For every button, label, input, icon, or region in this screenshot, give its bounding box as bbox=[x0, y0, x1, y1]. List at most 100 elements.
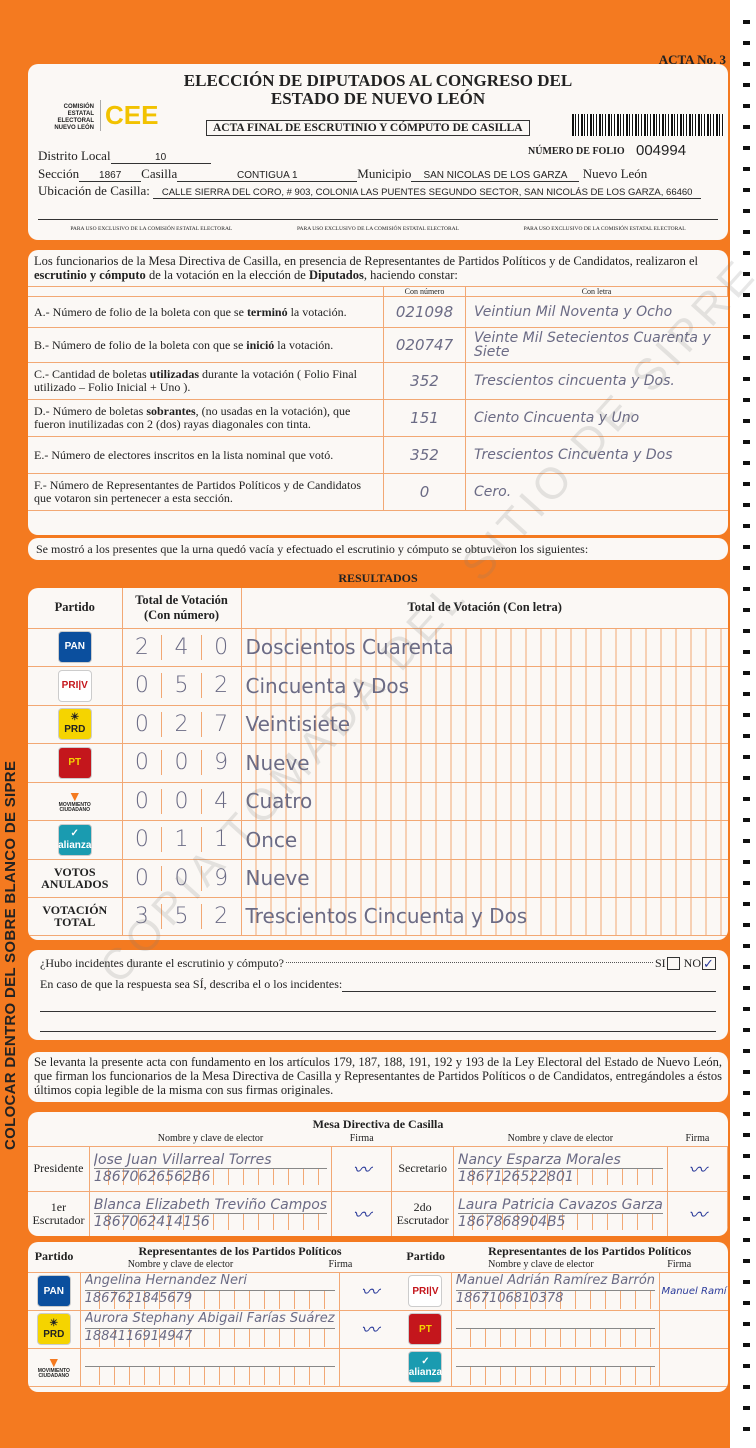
registration-mark bbox=[743, 461, 750, 465]
digit: 1 bbox=[214, 827, 229, 853]
constancia-numero[interactable]: 151 bbox=[383, 399, 466, 437]
party-name: MOVIMIENTO CIUDADANO bbox=[58, 802, 91, 814]
rep-signature bbox=[338, 1347, 401, 1387]
constancia-numero[interactable]: 021098 bbox=[383, 296, 466, 328]
representante-row: ▼ MOVIMIENTO CIUDADANO ✓ alianza bbox=[28, 1347, 728, 1387]
registration-mark bbox=[743, 1343, 750, 1347]
rep-clave bbox=[455, 1367, 656, 1385]
col-partido-left: Partido bbox=[34, 1249, 74, 1264]
resultado-letra[interactable]: Cincuenta y Dos bbox=[240, 666, 728, 706]
registration-mark bbox=[743, 1112, 750, 1116]
no-checkbox-checked[interactable]: ✓ bbox=[702, 957, 716, 970]
mesa-nombre-clave[interactable]: Laura Patricia Cavazos Garza 1867868904B5 bbox=[452, 1190, 668, 1236]
mesa-nombre-clave[interactable]: Nancy Esparza Morales 1867126522801 bbox=[452, 1145, 668, 1192]
resultado-letra[interactable]: Once bbox=[240, 820, 728, 860]
incidentes-line-3[interactable] bbox=[40, 1012, 716, 1032]
mesa-role: 1er Escrutador bbox=[28, 1190, 90, 1236]
registration-mark bbox=[743, 671, 750, 675]
constancia-letra[interactable]: Veinte Mil Setecientos Cuarenta y Siete bbox=[465, 327, 728, 363]
resultado-letra[interactable]: Doscientos Cuarenta bbox=[240, 627, 728, 667]
registration-mark bbox=[743, 1028, 750, 1032]
constancia-letra[interactable]: Trescientos Cincuenta y Dos bbox=[465, 436, 728, 474]
row-label: VOTACIÓN TOTAL bbox=[42, 903, 108, 929]
no-label: NO bbox=[683, 956, 701, 970]
constancia-numero[interactable]: 0 bbox=[383, 473, 466, 511]
rep-clave: 1867621845679 bbox=[84, 1291, 335, 1309]
constancia-letra[interactable]: Cero. bbox=[465, 473, 728, 511]
representantes-panel: Partido Representantes de los Partidos P… bbox=[28, 1242, 728, 1392]
registration-mark bbox=[743, 1175, 750, 1179]
rep-nombre-clave[interactable]: Manuel Adrián Ramírez Barrón 186710681037… bbox=[450, 1271, 661, 1311]
resultado-letra[interactable]: Cuatro bbox=[240, 781, 728, 821]
constancia-panel: Los funcionarios de la Mesa Directiva de… bbox=[28, 250, 728, 535]
constancia-numero[interactable]: 352 bbox=[383, 436, 466, 474]
resultado-partido: ▼ MOVIMIENTO CIUDADANO bbox=[28, 781, 123, 821]
party-logo-pt: PT bbox=[408, 1313, 443, 1345]
rep-title-left: Representantes de los Partidos Políticos bbox=[138, 1243, 342, 1258]
folio-label: NÚMERO DE FOLIO bbox=[528, 146, 625, 157]
registration-mark bbox=[743, 839, 750, 843]
registration-mark bbox=[743, 692, 750, 696]
incidentes-line-1[interactable] bbox=[342, 977, 716, 992]
constancia-row: B.- Número de folio de la boleta con que… bbox=[28, 327, 728, 363]
registration-mark bbox=[743, 272, 750, 276]
col-firma: Firma bbox=[328, 1258, 353, 1270]
col-nombre-1: Nombre y clave de elector bbox=[157, 1133, 264, 1145]
incidentes-line-2[interactable] bbox=[40, 992, 716, 1012]
mesa-nombre-clave[interactable]: Jose Juan Villarreal Torres 18670626562B6 bbox=[88, 1145, 333, 1192]
rep-signature bbox=[659, 1309, 728, 1349]
registration-mark bbox=[743, 1217, 750, 1221]
rep-signature: 〰 bbox=[338, 1271, 401, 1311]
resultado-letra[interactable]: Trescientos Cincuenta y Dos bbox=[240, 896, 728, 936]
incidentes-describe-label: En caso de que la respuesta sea SÍ, desc… bbox=[40, 977, 343, 991]
party-logo-pan: PAN bbox=[36, 1275, 71, 1307]
registration-mark bbox=[743, 545, 750, 549]
registration-mark bbox=[743, 776, 750, 780]
digit: 0 bbox=[123, 865, 163, 891]
constancia-numero[interactable]: 352 bbox=[383, 362, 466, 400]
resultado-letra[interactable]: Nueve bbox=[240, 858, 728, 898]
resultado-letra[interactable]: Veintisiete bbox=[240, 704, 728, 744]
rep-nombre-clave[interactable]: Aurora Stephany Abigail Farías Suárez 188… bbox=[79, 1309, 340, 1349]
resultado-letra[interactable]: Nueve bbox=[240, 743, 728, 783]
rep-name bbox=[455, 1349, 656, 1367]
party-name: MOVIMIENTO CIUDADANO bbox=[37, 1368, 70, 1379]
registration-marks-strip bbox=[730, 0, 756, 1448]
digit: 2 bbox=[214, 903, 229, 929]
si-label: SI bbox=[654, 956, 666, 970]
constancia-letra[interactable]: Veintiun Mil Noventa y Ocho bbox=[465, 296, 728, 328]
mesa-nombre-clave[interactable]: Blanca Elizabeth Treviño Campos 186706241… bbox=[88, 1190, 333, 1236]
registration-mark bbox=[743, 1133, 750, 1137]
constancia-numero[interactable]: 020747 bbox=[383, 327, 466, 363]
rep-nombre-clave[interactable] bbox=[79, 1347, 340, 1387]
rep-nombre-clave[interactable] bbox=[450, 1347, 661, 1387]
page-title: ELECCIÓN DE DIPUTADOS AL CONGRESO DEL ES… bbox=[28, 72, 728, 108]
rep-nombre-clave[interactable] bbox=[450, 1309, 661, 1349]
registration-mark bbox=[743, 83, 750, 87]
registration-mark bbox=[743, 1196, 750, 1200]
rep-clave bbox=[455, 1329, 656, 1347]
elector-clave: 1867126522801 bbox=[457, 1169, 663, 1185]
digit: 0 bbox=[162, 788, 202, 814]
rep-partido: PRI|V bbox=[400, 1271, 452, 1311]
elector-clave: 1867868904B5 bbox=[457, 1214, 663, 1230]
constancia-letra[interactable]: Trescientos cincuenta y Dos. bbox=[465, 362, 728, 400]
resultado-row: ✓ alianza 0 1 1 Once bbox=[28, 820, 728, 860]
party-logo-pt: PT bbox=[57, 746, 92, 779]
si-checkbox[interactable] bbox=[666, 957, 680, 970]
folio-number: 004994 bbox=[636, 142, 687, 159]
resultado-row: PAN 2 4 0 Doscientos Cuarenta bbox=[28, 627, 728, 667]
constancia-letra[interactable]: Ciento Cincuenta y Uno bbox=[465, 399, 728, 437]
col-partido-right: Partido bbox=[406, 1249, 446, 1264]
rep-partido: PAN bbox=[28, 1271, 81, 1311]
rep-nombre-clave[interactable]: Angelina Hernandez Neri 1867621845679 bbox=[79, 1271, 340, 1311]
registration-mark bbox=[743, 125, 750, 129]
